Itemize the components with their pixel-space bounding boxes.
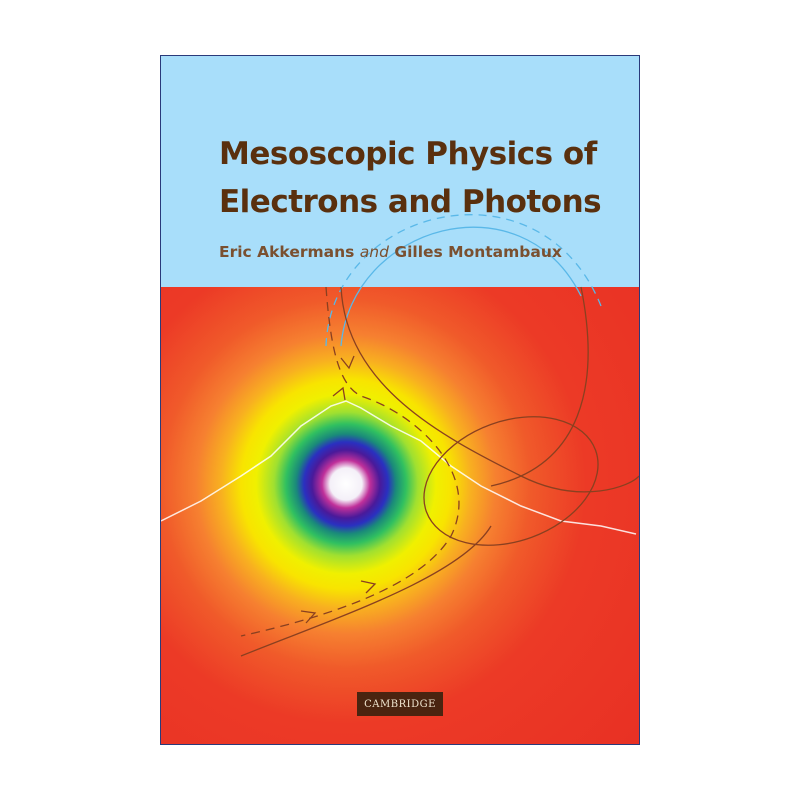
- publisher-logo: CAMBRIDGE: [357, 692, 443, 716]
- brown-ellipse: [423, 416, 599, 546]
- brown-loop-solid: [340, 286, 639, 493]
- book-title-line1: Mesoscopic Physics of: [219, 136, 597, 172]
- cover-speckle-image: [161, 287, 639, 744]
- brown-loop-right: [490, 286, 589, 487]
- brown-dashed-path: [240, 286, 460, 637]
- book-title-line2: Electrons and Photons: [219, 184, 602, 220]
- arrow-icon: [332, 386, 346, 401]
- book-cover: Mesoscopic Physics of Electrons and Phot…: [160, 55, 640, 745]
- blue-arc-dashed: [325, 214, 602, 347]
- author-conjunction: and: [359, 243, 389, 261]
- brown-solid-path: [240, 525, 492, 657]
- blue-arc-solid: [340, 226, 582, 347]
- trajectory-diagram: [161, 214, 639, 657]
- arrow-icon: [360, 580, 377, 594]
- author-1: Eric Akkermans: [219, 243, 355, 261]
- intensity-trace: [161, 400, 637, 535]
- arrow-icon: [300, 610, 317, 624]
- author-2: Gilles Montambaux: [394, 243, 562, 261]
- authors: Eric Akkermans and Gilles Montambaux: [219, 243, 562, 261]
- arrow-icon: [340, 355, 355, 370]
